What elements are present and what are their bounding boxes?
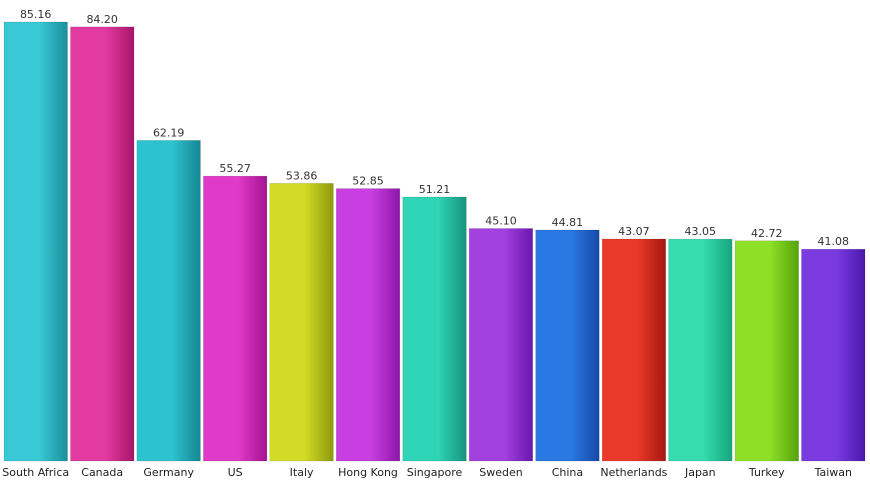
- bar-china: [535, 229, 600, 462]
- category-label-italy: Italy: [290, 466, 314, 479]
- bar-japan: [668, 238, 733, 462]
- value-label-germany: 62.19: [153, 126, 185, 139]
- category-label-taiwan: Taiwan: [814, 466, 852, 479]
- value-label-turkey: 42.72: [751, 227, 783, 240]
- value-label-italy: 53.86: [286, 169, 318, 182]
- value-label-hong-kong: 52.85: [352, 175, 384, 188]
- bar-us: [203, 175, 268, 462]
- value-label-us: 55.27: [219, 162, 251, 175]
- category-labels-group: South Africa Canada Germany US Italy Hong Kon…: [2, 466, 852, 479]
- value-label-netherlands: 43.07: [618, 225, 650, 238]
- value-label-japan: 43.05: [685, 225, 717, 238]
- value-label-china: 44.81: [552, 216, 584, 229]
- bar-south-africa: [3, 21, 68, 462]
- category-label-sweden: Sweden: [479, 466, 522, 479]
- value-label-taiwan: 41.08: [818, 235, 850, 248]
- category-label-south-africa: South Africa: [2, 466, 69, 479]
- bar-singapore: [402, 196, 467, 462]
- bar-canada: [70, 26, 135, 462]
- category-label-turkey: Turkey: [748, 466, 785, 479]
- bar-hong-kong: [335, 188, 401, 462]
- value-label-south-africa: 85.16: [20, 8, 52, 21]
- bar-germany: [136, 140, 201, 462]
- value-label-singapore: 51.21: [419, 183, 451, 196]
- category-label-china: China: [552, 466, 583, 479]
- value-label-canada: 84.20: [86, 13, 118, 26]
- category-label-hong-kong: Hong Kong: [338, 466, 398, 479]
- bar-sweden: [468, 228, 534, 462]
- category-label-singapore: Singapore: [407, 466, 463, 479]
- category-label-japan: Japan: [684, 466, 716, 479]
- bars-group: [3, 21, 866, 462]
- category-label-germany: Germany: [143, 466, 194, 479]
- category-label-canada: Canada: [81, 466, 123, 479]
- bar-netherlands: [601, 238, 667, 462]
- value-label-sweden: 45.10: [485, 215, 517, 228]
- bar-italy: [269, 183, 334, 462]
- bar-turkey: [734, 240, 799, 462]
- bar-taiwan: [801, 248, 866, 462]
- value-labels-group: 85.16 84.20 62.19 55.27 53.86 52.85 51.21 45.10…: [20, 8, 849, 248]
- category-label-netherlands: Netherlands: [600, 466, 667, 479]
- category-label-us: US: [228, 466, 243, 479]
